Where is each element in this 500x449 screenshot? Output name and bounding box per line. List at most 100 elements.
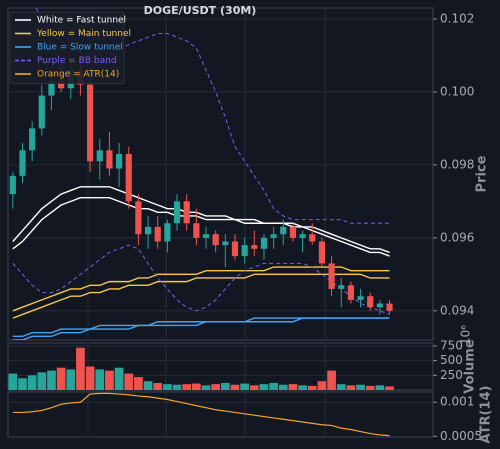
atr-line xyxy=(12,392,390,437)
tunnel-line xyxy=(12,244,390,315)
volume-bar xyxy=(124,373,134,390)
volume-bar xyxy=(134,377,143,390)
tunnel-line xyxy=(12,273,390,319)
y-tick-label: 0.102 xyxy=(440,11,474,25)
candle-body xyxy=(164,223,171,242)
legend-label: Yellow = Main tunnel xyxy=(36,29,131,39)
candle-body xyxy=(357,296,364,300)
volume-bar xyxy=(327,370,336,390)
candle-body xyxy=(260,237,268,249)
volume-bar xyxy=(240,383,249,390)
volume-bar xyxy=(18,378,27,390)
volume-bar xyxy=(182,384,192,390)
volume-bar xyxy=(76,347,85,390)
y-tick-label: 500 xyxy=(440,353,463,367)
legend-label: Purple = BB band xyxy=(37,56,117,66)
candle-body xyxy=(38,95,45,129)
legend-label: Orange = ATR(14) xyxy=(37,70,119,80)
candle-body xyxy=(183,201,190,224)
volume-bar xyxy=(259,384,269,390)
y-axis-label: Volume xyxy=(463,339,478,394)
candle-body xyxy=(48,80,55,96)
candle-body xyxy=(106,150,113,169)
volume-bar xyxy=(249,385,259,390)
candle-body xyxy=(144,226,152,235)
candle-body xyxy=(318,241,326,264)
candle-body xyxy=(347,285,354,300)
volume-bar xyxy=(66,369,76,390)
candle-body xyxy=(202,234,210,238)
candle-body xyxy=(154,226,161,242)
plot-area xyxy=(8,347,394,390)
candle-body xyxy=(270,234,277,238)
candle-body xyxy=(212,234,219,246)
volume-bar xyxy=(114,367,124,390)
volume-bar xyxy=(27,375,37,390)
volume-bar xyxy=(163,384,172,390)
candle-body xyxy=(193,223,200,238)
candle-body xyxy=(115,153,123,169)
candle-body xyxy=(125,153,132,202)
candle-body xyxy=(289,226,297,238)
volume-bar xyxy=(37,372,47,390)
candle-body xyxy=(309,234,316,242)
y-tick-label: 0.100 xyxy=(440,84,474,98)
tunnel-line xyxy=(12,186,390,254)
candle-body xyxy=(222,241,229,246)
volume-bar xyxy=(56,367,66,390)
candle-body xyxy=(367,296,374,308)
y-axis-label: Price xyxy=(475,155,490,192)
candle-body xyxy=(29,128,36,151)
volume-bar xyxy=(105,370,114,390)
volume-bar xyxy=(346,385,356,390)
candle-body xyxy=(58,80,65,89)
volume-bar xyxy=(153,382,163,390)
volume-bar xyxy=(230,384,240,390)
candle-body xyxy=(328,263,335,289)
candle-body xyxy=(231,241,239,257)
candle-body xyxy=(19,150,26,176)
legend-box xyxy=(9,11,125,84)
y-tick-label: 250 xyxy=(440,368,463,382)
candle-body xyxy=(338,285,345,289)
volume-bar xyxy=(192,383,201,390)
axis-offset-label: 10⁶ xyxy=(459,325,473,345)
legend-label: Blue = Slow tunnel xyxy=(37,43,123,53)
candle-body xyxy=(299,234,306,238)
candle-body xyxy=(9,175,16,195)
candle-body xyxy=(87,84,94,162)
volume-bar xyxy=(269,382,278,390)
y-tick-label: 0.001 xyxy=(440,395,474,409)
candle-body xyxy=(386,303,393,311)
volume-bar xyxy=(47,370,56,390)
plot-area xyxy=(12,392,390,437)
y-tick-label: 0.098 xyxy=(440,157,474,171)
volume-bar xyxy=(365,385,375,390)
volume-bar xyxy=(201,385,211,390)
tunnel-line xyxy=(12,197,390,257)
legend-label: White = Fast tunnel xyxy=(37,16,126,26)
tunnel-line xyxy=(12,317,390,340)
volume-bar xyxy=(385,386,394,390)
y-tick-label: 0.096 xyxy=(440,230,474,244)
volume-bar xyxy=(172,384,182,390)
y-tick-label: 0.0005 xyxy=(440,429,482,443)
candle-body xyxy=(376,303,383,308)
chart-title: DOGE/USDT (30M) xyxy=(144,4,257,17)
candle-body xyxy=(173,201,181,224)
tunnel-line xyxy=(12,266,390,312)
candle-body xyxy=(251,245,258,249)
volume-bar xyxy=(336,384,346,390)
volume-bar xyxy=(298,385,307,390)
candle-body xyxy=(241,245,248,257)
panel xyxy=(7,391,434,438)
volume-bar xyxy=(85,366,95,390)
volume-bar xyxy=(278,384,288,390)
volume-bar xyxy=(288,384,298,390)
volume-bar xyxy=(317,381,327,390)
candle-body xyxy=(135,201,142,235)
volume-bar xyxy=(143,381,153,390)
volume-bar xyxy=(211,384,221,390)
volume-bar xyxy=(95,369,105,390)
